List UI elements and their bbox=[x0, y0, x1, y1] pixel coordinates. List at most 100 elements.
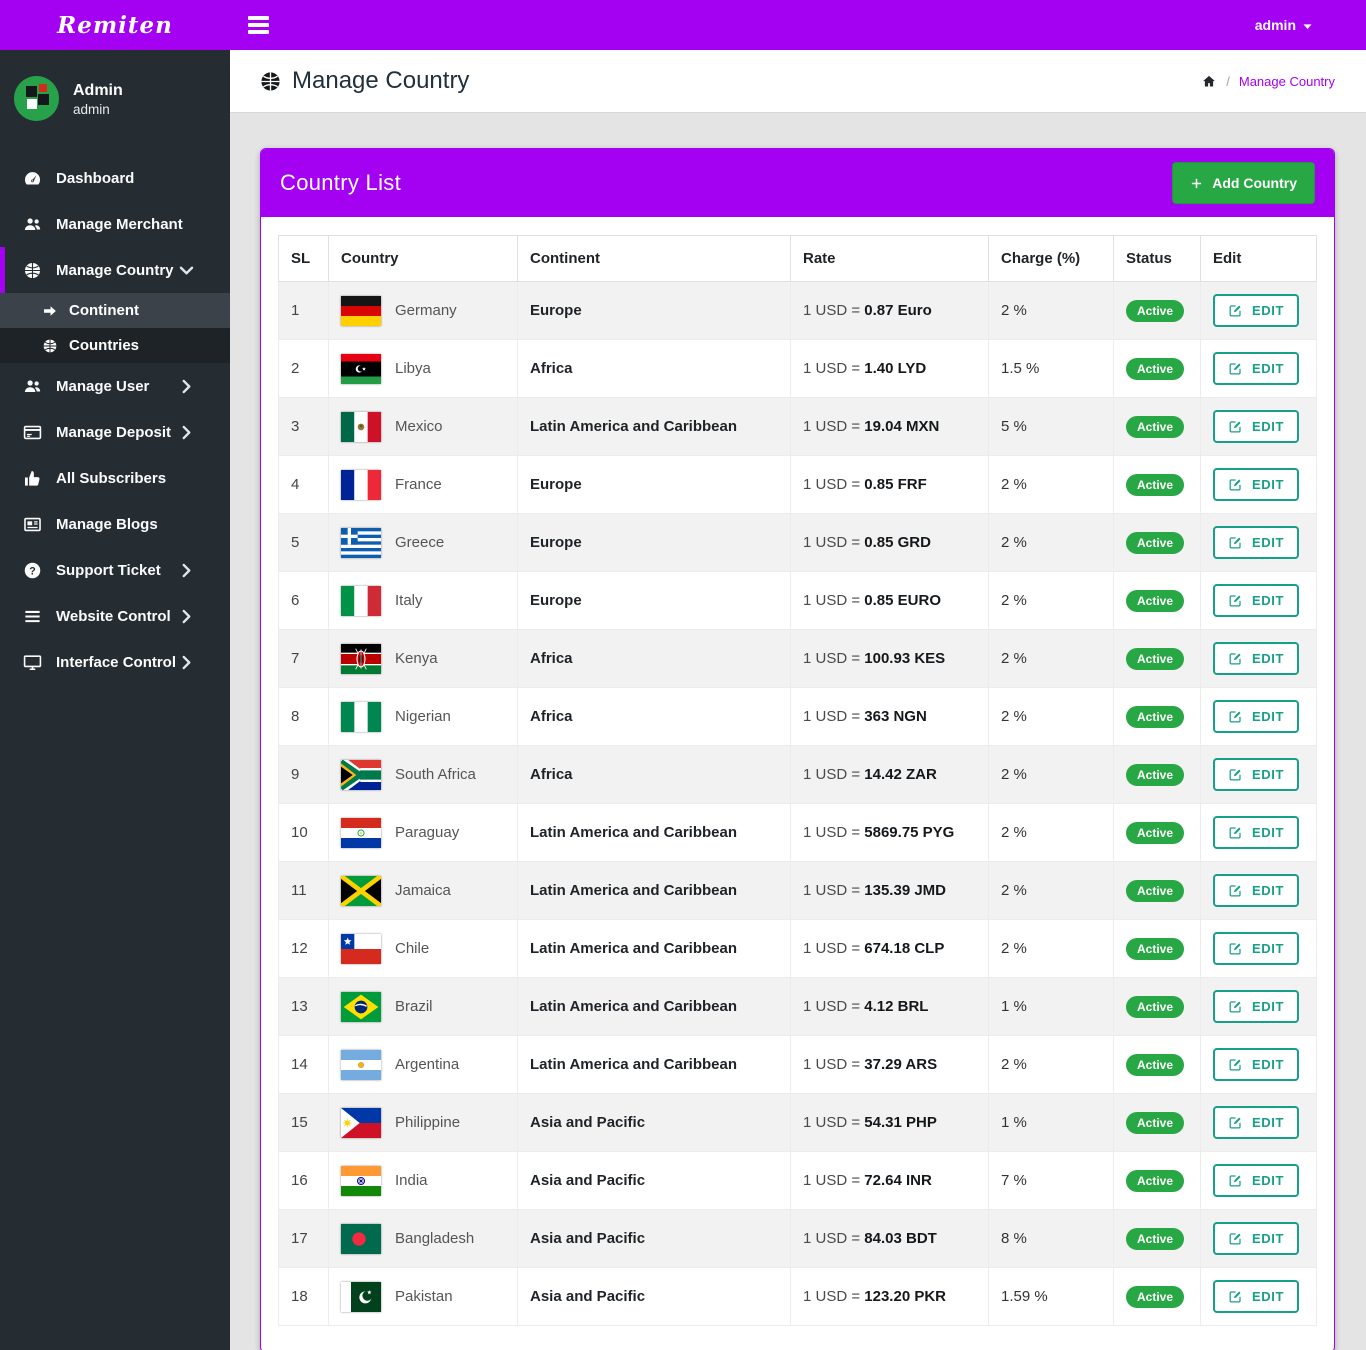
status-badge: Active bbox=[1126, 357, 1185, 380]
topbar: Remiten admin bbox=[0, 0, 1366, 50]
card-title: Country List bbox=[280, 170, 401, 195]
edit-button[interactable]: EDIT bbox=[1213, 352, 1300, 385]
sidebar-item-label: Support Ticket bbox=[56, 561, 161, 579]
cell-sl: 14 bbox=[278, 1035, 329, 1094]
cell-sl: 6 bbox=[278, 571, 329, 630]
sidebar-item-website-control[interactable]: Website Control bbox=[0, 593, 230, 639]
cell-country: Mexico bbox=[328, 397, 518, 456]
sidebar-item-interface-control[interactable]: Interface Control bbox=[0, 639, 230, 685]
edit-icon bbox=[1228, 709, 1243, 724]
status-badge: Active bbox=[1126, 589, 1185, 612]
cell-rate: 1 USD = 363 NGN bbox=[790, 687, 989, 746]
cell-sl: 1 bbox=[278, 281, 329, 340]
cell-rate: 1 USD = 4.12 BRL bbox=[790, 977, 989, 1036]
edit-button[interactable]: EDIT bbox=[1213, 816, 1300, 849]
flag-ly-icon bbox=[341, 353, 381, 384]
edit-icon bbox=[1228, 593, 1243, 608]
avatar bbox=[14, 76, 59, 121]
sidebar-item-manage-deposit[interactable]: Manage Deposit bbox=[0, 409, 230, 455]
sidebar-subitem-countries[interactable]: Countries bbox=[0, 328, 230, 363]
sidebar-item-support-ticket[interactable]: ? Support Ticket bbox=[0, 547, 230, 593]
cell-charge: 2 % bbox=[988, 513, 1114, 572]
status-badge: Active bbox=[1126, 763, 1185, 786]
user-dropdown[interactable]: admin bbox=[1255, 17, 1314, 33]
cell-edit: EDIT bbox=[1200, 919, 1317, 978]
edit-button[interactable]: EDIT bbox=[1213, 1106, 1300, 1139]
table-row: 18 Pakistan Asia and Pacific 1 USD = 123.20… bbox=[278, 1267, 1317, 1326]
sidebar-item-dashboard[interactable]: Dashboard bbox=[0, 155, 230, 201]
edit-button[interactable]: EDIT bbox=[1213, 642, 1300, 675]
cell-status: Active bbox=[1113, 919, 1201, 978]
table-row: 16 India Asia and Pacific 1 USD = 72.64 INR… bbox=[278, 1151, 1317, 1210]
svg-text:?: ? bbox=[29, 565, 36, 577]
breadcrumb-current[interactable]: Manage Country bbox=[1238, 73, 1335, 89]
add-country-button[interactable]: Add Country bbox=[1172, 162, 1315, 204]
edit-button[interactable]: EDIT bbox=[1213, 1222, 1300, 1255]
edit-button[interactable]: EDIT bbox=[1213, 758, 1300, 791]
flag-it-icon bbox=[341, 585, 381, 616]
status-badge: Active bbox=[1126, 1285, 1185, 1308]
cell-country: Argentina bbox=[328, 1035, 518, 1094]
profile-name: Admin bbox=[73, 82, 123, 100]
cell-country: France bbox=[328, 455, 518, 514]
edit-button[interactable]: EDIT bbox=[1213, 1164, 1300, 1197]
sidebar-item-manage-user[interactable]: Manage User bbox=[0, 363, 230, 409]
table-row: 1 Germany Europe 1 USD = 0.87 Euro 2 % Active… bbox=[278, 281, 1317, 340]
table-row: 10 Paraguay Latin America and Caribbean 1 U… bbox=[278, 803, 1317, 862]
sidebar-item-label: Website Control bbox=[56, 607, 171, 625]
cell-status: Active bbox=[1113, 397, 1201, 456]
dashboard-icon bbox=[23, 169, 42, 188]
table-row: 7 Kenya Africa 1 USD = 100.93 KES 2 % Active E… bbox=[278, 629, 1317, 688]
globe-icon bbox=[259, 70, 282, 93]
cell-sl: 2 bbox=[278, 339, 329, 398]
home-icon[interactable] bbox=[1201, 74, 1217, 89]
country-name: Argentina bbox=[395, 1056, 460, 1073]
edit-button[interactable]: EDIT bbox=[1213, 932, 1300, 965]
country-name: Greece bbox=[395, 534, 445, 551]
edit-button[interactable]: EDIT bbox=[1213, 874, 1300, 907]
edit-button[interactable]: EDIT bbox=[1213, 526, 1300, 559]
brand-logo[interactable]: Remiten bbox=[57, 11, 173, 39]
edit-button[interactable]: EDIT bbox=[1213, 294, 1300, 327]
sidebar-item-manage-merchant[interactable]: Manage Merchant bbox=[0, 201, 230, 247]
edit-button[interactable]: EDIT bbox=[1213, 468, 1300, 501]
cell-charge: 1 % bbox=[988, 977, 1114, 1036]
cell-status: Active bbox=[1113, 861, 1201, 920]
flag-gr-icon bbox=[341, 527, 381, 558]
country-name: Kenya bbox=[395, 650, 438, 667]
cell-rate: 1 USD = 84.03 BDT bbox=[790, 1209, 989, 1268]
cell-continent: Europe bbox=[517, 455, 791, 514]
edit-icon bbox=[1228, 361, 1243, 376]
edit-button[interactable]: EDIT bbox=[1213, 990, 1300, 1023]
edit-icon bbox=[1228, 825, 1243, 840]
cell-edit: EDIT bbox=[1200, 1267, 1317, 1326]
edit-button[interactable]: EDIT bbox=[1213, 410, 1300, 443]
column-header-charge: Charge (%) bbox=[988, 235, 1114, 282]
cell-continent: Asia and Pacific bbox=[517, 1093, 791, 1152]
sidebar-item-all-subscribers[interactable]: All Subscribers bbox=[0, 455, 230, 501]
flag-cl-icon bbox=[341, 933, 381, 964]
edit-button[interactable]: EDIT bbox=[1213, 584, 1300, 617]
table-row: 5 Greece Europe 1 USD = 0.85 GRD 2 % Active ED… bbox=[278, 513, 1317, 572]
cell-edit: EDIT bbox=[1200, 571, 1317, 630]
edit-button[interactable]: EDIT bbox=[1213, 1280, 1300, 1313]
edit-button[interactable]: EDIT bbox=[1213, 700, 1300, 733]
cell-country: Brazil bbox=[328, 977, 518, 1036]
edit-button[interactable]: EDIT bbox=[1213, 1048, 1300, 1081]
cell-sl: 11 bbox=[278, 861, 329, 920]
status-badge: Active bbox=[1126, 473, 1185, 496]
sidebar-subitem-continent[interactable]: Continent bbox=[0, 293, 230, 328]
cell-sl: 12 bbox=[278, 919, 329, 978]
cell-edit: EDIT bbox=[1200, 629, 1317, 688]
country-list-card: Country List Add Country SL Country Contin… bbox=[260, 148, 1335, 1350]
sidebar-item-manage-country[interactable]: Manage Country bbox=[0, 247, 230, 293]
cell-country: India bbox=[328, 1151, 518, 1210]
hamburger-menu-icon[interactable] bbox=[246, 12, 271, 38]
cell-status: Active bbox=[1113, 803, 1201, 862]
table-row: 14 Argentina Latin America and Caribbean 1 … bbox=[278, 1035, 1317, 1094]
profile-block: Admin admin bbox=[0, 50, 230, 149]
cell-continent: Africa bbox=[517, 629, 791, 688]
cell-continent: Europe bbox=[517, 281, 791, 340]
sidebar-item-manage-blogs[interactable]: Manage Blogs bbox=[0, 501, 230, 547]
